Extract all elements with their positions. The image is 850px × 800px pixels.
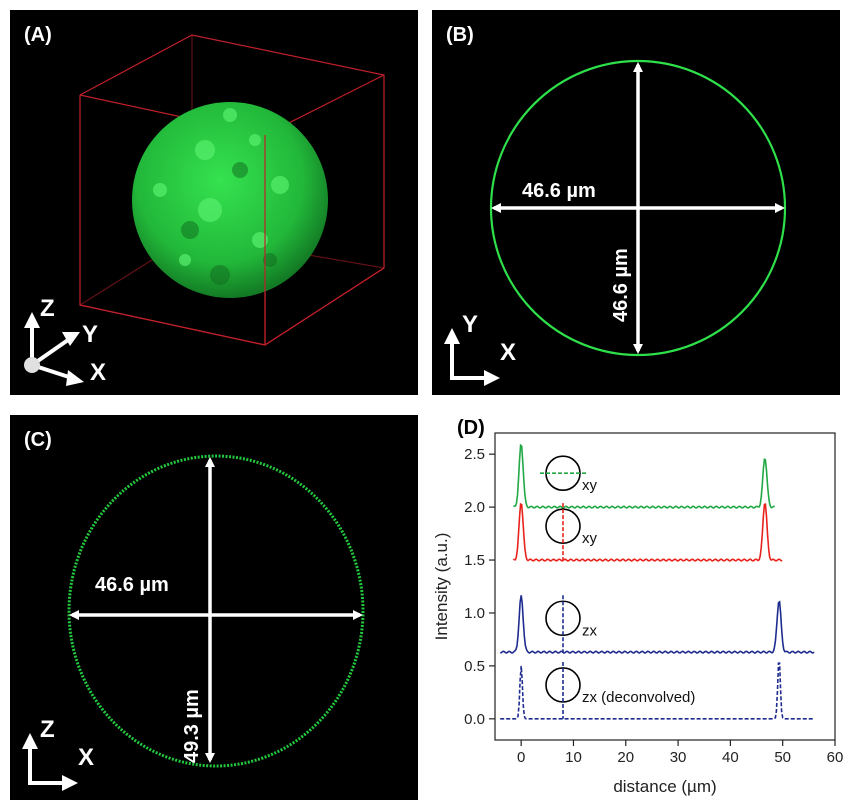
y-tick-label: 0.5: [464, 658, 485, 675]
y-tick-label: 1.0: [464, 605, 485, 622]
plot-frame: [494, 432, 836, 741]
trace-1: [512, 502, 783, 562]
panel-a-label: (A): [24, 24, 52, 46]
trace-0: [513, 443, 775, 509]
x-tick-label: 40: [722, 749, 739, 766]
axis-triad-a: [24, 312, 84, 386]
axis-z-label: Z: [40, 716, 55, 743]
panel-b-xy-section: 46.6 µm 46.6 µm Y X (B): [432, 10, 840, 395]
x-tick-label: 0: [517, 749, 525, 766]
trace-label: xy: [582, 477, 598, 494]
scan-circle-icon: [545, 600, 581, 637]
panel-c-label: (C): [24, 429, 52, 451]
sphere-texture: [153, 108, 289, 266]
xy-vertical-measure: 46.6 µm: [610, 248, 632, 322]
axis-triad-b: [444, 328, 500, 386]
y-tick-label: 2.5: [464, 446, 485, 463]
trace-2: [500, 595, 815, 654]
x-tick-label: 30: [670, 749, 687, 766]
trace-label: zx (deconvolved): [582, 689, 695, 706]
panel-a-3d-render: Z Y X (A): [10, 10, 418, 395]
y-tick-label: 0.0: [464, 711, 485, 728]
x-tick-label: 10: [565, 749, 582, 766]
zx-vertical-measure: 49.3 µm: [181, 689, 203, 763]
axis-triad-c: [22, 733, 78, 791]
trace-label: xy: [582, 530, 598, 547]
axis-y-label: Y: [82, 321, 98, 348]
x-axis-title: distance (µm): [613, 777, 716, 796]
xy-horizontal-measure: 46.6 µm: [522, 180, 596, 202]
panel-a-svg: Z Y X: [24, 34, 385, 386]
scan-circle-icon: [545, 667, 581, 703]
scan-circle-icon: [545, 508, 581, 544]
panel-d-intensity-chart: 0 10 20 30 40 50 60 0.0 0.5 1.0 1.5 2.0 2.5 xy xy zx zx…: [425, 415, 850, 800]
y-tick-label: 2.0: [464, 499, 485, 516]
x-tick-label: 50: [774, 749, 791, 766]
y-tick-label: 1.5: [464, 552, 485, 569]
x-tick-label: 20: [617, 749, 634, 766]
zx-ring: [67, 454, 365, 768]
axis-y-label: Y: [462, 311, 478, 338]
panel-b-label: (B): [446, 24, 474, 46]
scan-circle-icon: [545, 455, 581, 492]
panel-c-svg: 46.6 µm 49.3 µm Z X: [22, 454, 365, 791]
axis-z-label: Z: [40, 295, 55, 322]
zx-horizontal-measure: 46.6 µm: [95, 574, 169, 596]
y-axis-title: Intensity (a.u.): [432, 533, 451, 641]
panel-d-label: (D): [457, 417, 485, 439]
intensity-profile-chart: 0 10 20 30 40 50 60 0.0 0.5 1.0 1.5 2.0 2.5 xy xy zx zx…: [432, 432, 844, 796]
fluorescent-sphere: [132, 102, 328, 298]
axis-x-label: X: [500, 339, 516, 366]
x-tick-label: 60: [827, 749, 844, 766]
axis-x-label: X: [78, 744, 94, 771]
panel-b-svg: 46.6 µm 46.6 µm Y X: [444, 59, 787, 386]
axis-origin-sphere: [24, 357, 40, 373]
trace-label: zx: [582, 622, 598, 639]
axis-x-label: X: [90, 359, 106, 386]
panel-c-zx-section: 46.6 µm 49.3 µm Z X (C): [10, 415, 418, 800]
trace-3: [500, 662, 815, 720]
